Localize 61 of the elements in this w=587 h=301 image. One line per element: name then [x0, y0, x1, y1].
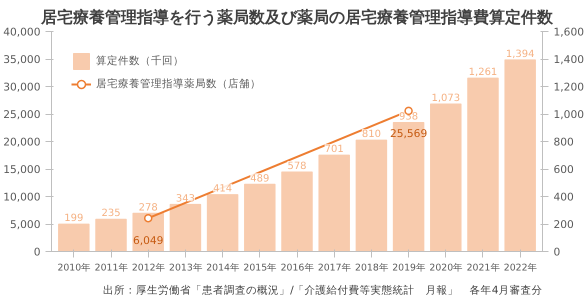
data-label: 343	[176, 193, 195, 204]
data-label: 199	[64, 213, 84, 224]
bar	[95, 218, 127, 252]
x-tick-label: 2021年	[466, 262, 500, 274]
y-tick-label: 40,000	[3, 26, 41, 38]
x-tick-label: 2012年	[132, 262, 165, 274]
y2-tick-label: 800	[554, 136, 574, 148]
bar	[318, 154, 350, 252]
legend-label: 算定件数（千回）	[96, 54, 184, 68]
x-tick-label: 2017年	[318, 262, 351, 274]
y2-tick-label: 1,200	[554, 80, 584, 94]
bar	[206, 194, 238, 252]
y2-tick-label: 400	[554, 190, 574, 204]
y-tick-label: 20,000	[3, 136, 41, 148]
data-label: 810	[362, 129, 381, 140]
bar	[392, 122, 424, 252]
y2-tick-label: 600	[554, 163, 574, 176]
y-tick-label: 25,000	[3, 108, 41, 121]
y-tick-label: 15,000	[3, 163, 41, 176]
x-tick-label: 2010年	[57, 262, 90, 274]
bar	[504, 59, 536, 252]
data-label: 1,394	[506, 48, 535, 60]
x-tick-label: 2014年	[206, 262, 239, 274]
x-tick-label: 2022年	[504, 262, 537, 274]
y2-tick-label: 200	[554, 218, 574, 231]
data-label: 235	[101, 208, 121, 220]
data-label: 25,569	[390, 126, 428, 140]
y-tick-label: 10,000	[3, 190, 41, 204]
x-tick-label: 2019年	[392, 262, 425, 274]
x-tick-label: 2015年	[243, 262, 276, 274]
text: 出所：厚生労働省「患者調査の概況」/「介護給付費等実態統計 月報」 各年4月審査分	[103, 284, 543, 296]
x-tick-label: 2011年	[94, 262, 128, 274]
y-tick-label: 5,000	[10, 218, 41, 231]
y-tick-label: 30,000	[3, 80, 41, 94]
y-tick-label: 0	[34, 246, 41, 258]
bar	[281, 172, 313, 252]
bar	[244, 184, 276, 252]
y2-tick-label: 0	[554, 246, 560, 258]
bar	[467, 78, 499, 252]
bar	[356, 140, 388, 252]
y-tick-label: 35,000	[3, 53, 41, 66]
chart-title: 居宅療養管理指導を行う薬局数及び薬局の居宅療養管理指導費算定件数	[40, 8, 554, 26]
x-tick-label: 2013年	[169, 262, 202, 274]
data-label: 489	[250, 173, 270, 184]
x-tick-label: 2020年	[429, 262, 462, 274]
legend-label: 居宅療養管理指導薬局数（店舗）	[96, 77, 261, 91]
data-label: 278	[138, 202, 158, 214]
data-label: 6,049	[132, 234, 164, 248]
data-label: 1,261	[468, 67, 498, 78]
y2-tick-label: 1,600	[554, 26, 584, 38]
bar	[58, 224, 90, 252]
data-label: 701	[324, 144, 344, 156]
data-label: 414	[213, 184, 232, 195]
y2-tick-label: 1,400	[554, 53, 584, 66]
data-label: 578	[287, 161, 307, 172]
y2-tick-label: 1,000	[554, 108, 584, 121]
x-tick-label: 2016年	[280, 262, 314, 274]
x-tick-label: 2018年	[355, 262, 388, 274]
data-label: 1,073	[431, 92, 460, 104]
bar	[170, 204, 202, 252]
bar	[430, 103, 462, 252]
